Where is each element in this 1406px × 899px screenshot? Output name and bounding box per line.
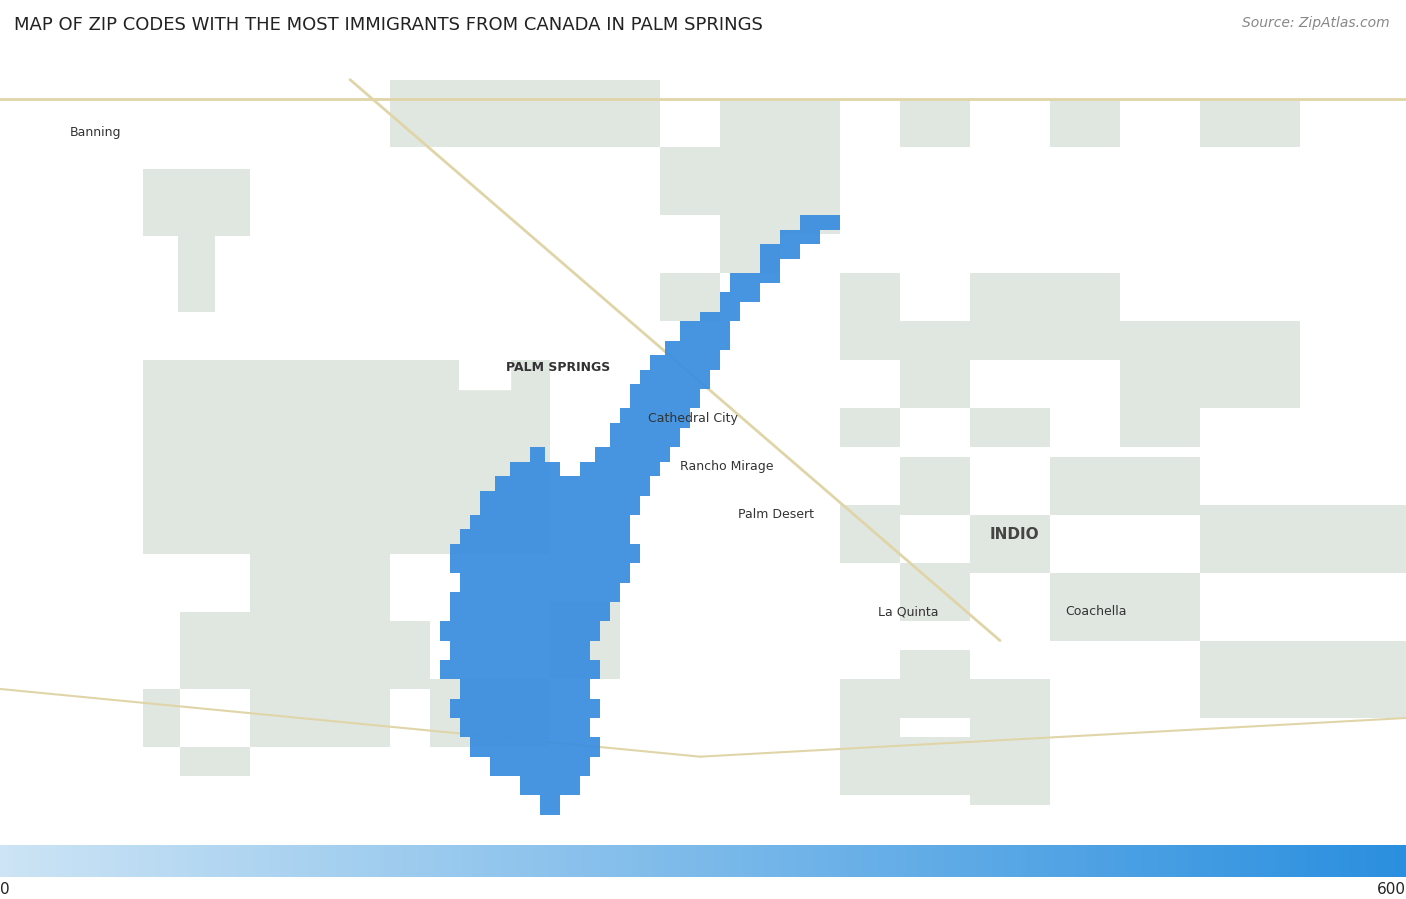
Polygon shape: [720, 99, 839, 147]
Polygon shape: [970, 747, 1050, 805]
Text: Cathedral City: Cathedral City: [648, 412, 738, 424]
Polygon shape: [659, 147, 839, 273]
Polygon shape: [900, 99, 970, 147]
Polygon shape: [1199, 322, 1301, 408]
Polygon shape: [900, 650, 970, 718]
Polygon shape: [1301, 641, 1406, 718]
Polygon shape: [1050, 99, 1121, 147]
Text: Coachella: Coachella: [1064, 605, 1126, 619]
Polygon shape: [430, 680, 550, 747]
Polygon shape: [440, 119, 839, 814]
Polygon shape: [460, 341, 510, 389]
Polygon shape: [900, 564, 970, 621]
Polygon shape: [1121, 322, 1199, 447]
Polygon shape: [389, 80, 659, 147]
Polygon shape: [1199, 99, 1301, 147]
Text: INDIO: INDIO: [990, 527, 1039, 542]
Polygon shape: [550, 602, 620, 680]
Polygon shape: [659, 273, 720, 322]
Polygon shape: [900, 322, 970, 408]
Polygon shape: [1121, 457, 1199, 515]
Polygon shape: [839, 273, 900, 360]
Polygon shape: [1121, 573, 1199, 641]
Polygon shape: [970, 680, 1050, 747]
Text: MAP OF ZIP CODES WITH THE MOST IMMIGRANTS FROM CANADA IN PALM SPRINGS: MAP OF ZIP CODES WITH THE MOST IMMIGRANT…: [14, 16, 763, 34]
Polygon shape: [839, 737, 900, 796]
Polygon shape: [143, 169, 250, 273]
Text: La Quinta: La Quinta: [877, 605, 938, 619]
Text: 0: 0: [0, 882, 10, 897]
Polygon shape: [143, 360, 550, 747]
Polygon shape: [1050, 457, 1121, 515]
Polygon shape: [839, 505, 900, 564]
Polygon shape: [900, 737, 970, 796]
Text: Banning: Banning: [70, 126, 121, 139]
Polygon shape: [970, 273, 1050, 360]
Polygon shape: [1050, 273, 1121, 360]
Text: Source: ZipAtlas.com: Source: ZipAtlas.com: [1241, 16, 1389, 31]
Polygon shape: [180, 747, 250, 776]
Text: Palm Desert: Palm Desert: [738, 508, 814, 521]
Polygon shape: [970, 408, 1050, 447]
Text: Rancho Mirage: Rancho Mirage: [681, 460, 773, 473]
Polygon shape: [179, 273, 215, 312]
Polygon shape: [143, 611, 180, 747]
Polygon shape: [1199, 641, 1301, 718]
Polygon shape: [839, 408, 900, 447]
Text: 600: 600: [1376, 882, 1406, 897]
Polygon shape: [1050, 573, 1121, 641]
Polygon shape: [1301, 505, 1406, 573]
Polygon shape: [900, 457, 970, 515]
Text: PALM SPRINGS: PALM SPRINGS: [506, 361, 610, 374]
Polygon shape: [839, 680, 900, 737]
Polygon shape: [970, 515, 1050, 573]
Polygon shape: [1199, 505, 1301, 573]
